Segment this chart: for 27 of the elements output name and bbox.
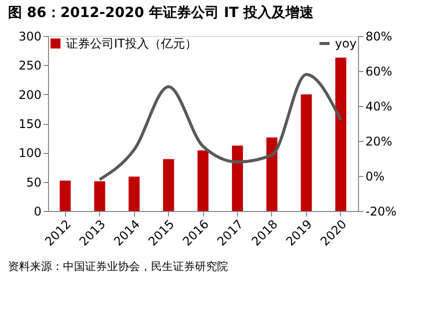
- bar: [60, 180, 71, 211]
- bar: [335, 58, 346, 211]
- text: 资料来源：中国证券业协会，民生证券研究院: [8, 260, 228, 273]
- legend-label: 证券公司IT投入（亿元）: [66, 36, 197, 50]
- chart-title: 图 86：2012-2020 年证券公司 IT 投入及增速: [8, 5, 314, 21]
- line-series: [98, 73, 342, 181]
- y-tick-label: 200: [18, 88, 42, 102]
- y2-tick-label: 0%: [366, 170, 385, 184]
- bar: [128, 176, 140, 211]
- y-tick-label: 300: [18, 30, 42, 44]
- y-tick-label: 0: [34, 204, 42, 218]
- y-tick-label: 50: [26, 175, 42, 190]
- bar: [300, 94, 312, 211]
- y2-tick-label: -20%: [366, 204, 397, 218]
- bar: [163, 159, 174, 211]
- y2-tick-label: 20%: [366, 134, 392, 148]
- y2-tick-label: 80%: [366, 30, 392, 44]
- legend-label: yoy: [335, 36, 357, 50]
- y2-tick-label: 40%: [366, 100, 392, 114]
- y2-tick-label: 60%: [366, 64, 392, 78]
- y-tick-label: 150: [18, 117, 42, 131]
- bar: [94, 181, 106, 211]
- y-tick-label: 250: [18, 58, 42, 73]
- y-tick-label: 100: [18, 146, 42, 160]
- bar: [266, 138, 278, 211]
- bar: [232, 146, 243, 211]
- bar: [198, 150, 208, 211]
